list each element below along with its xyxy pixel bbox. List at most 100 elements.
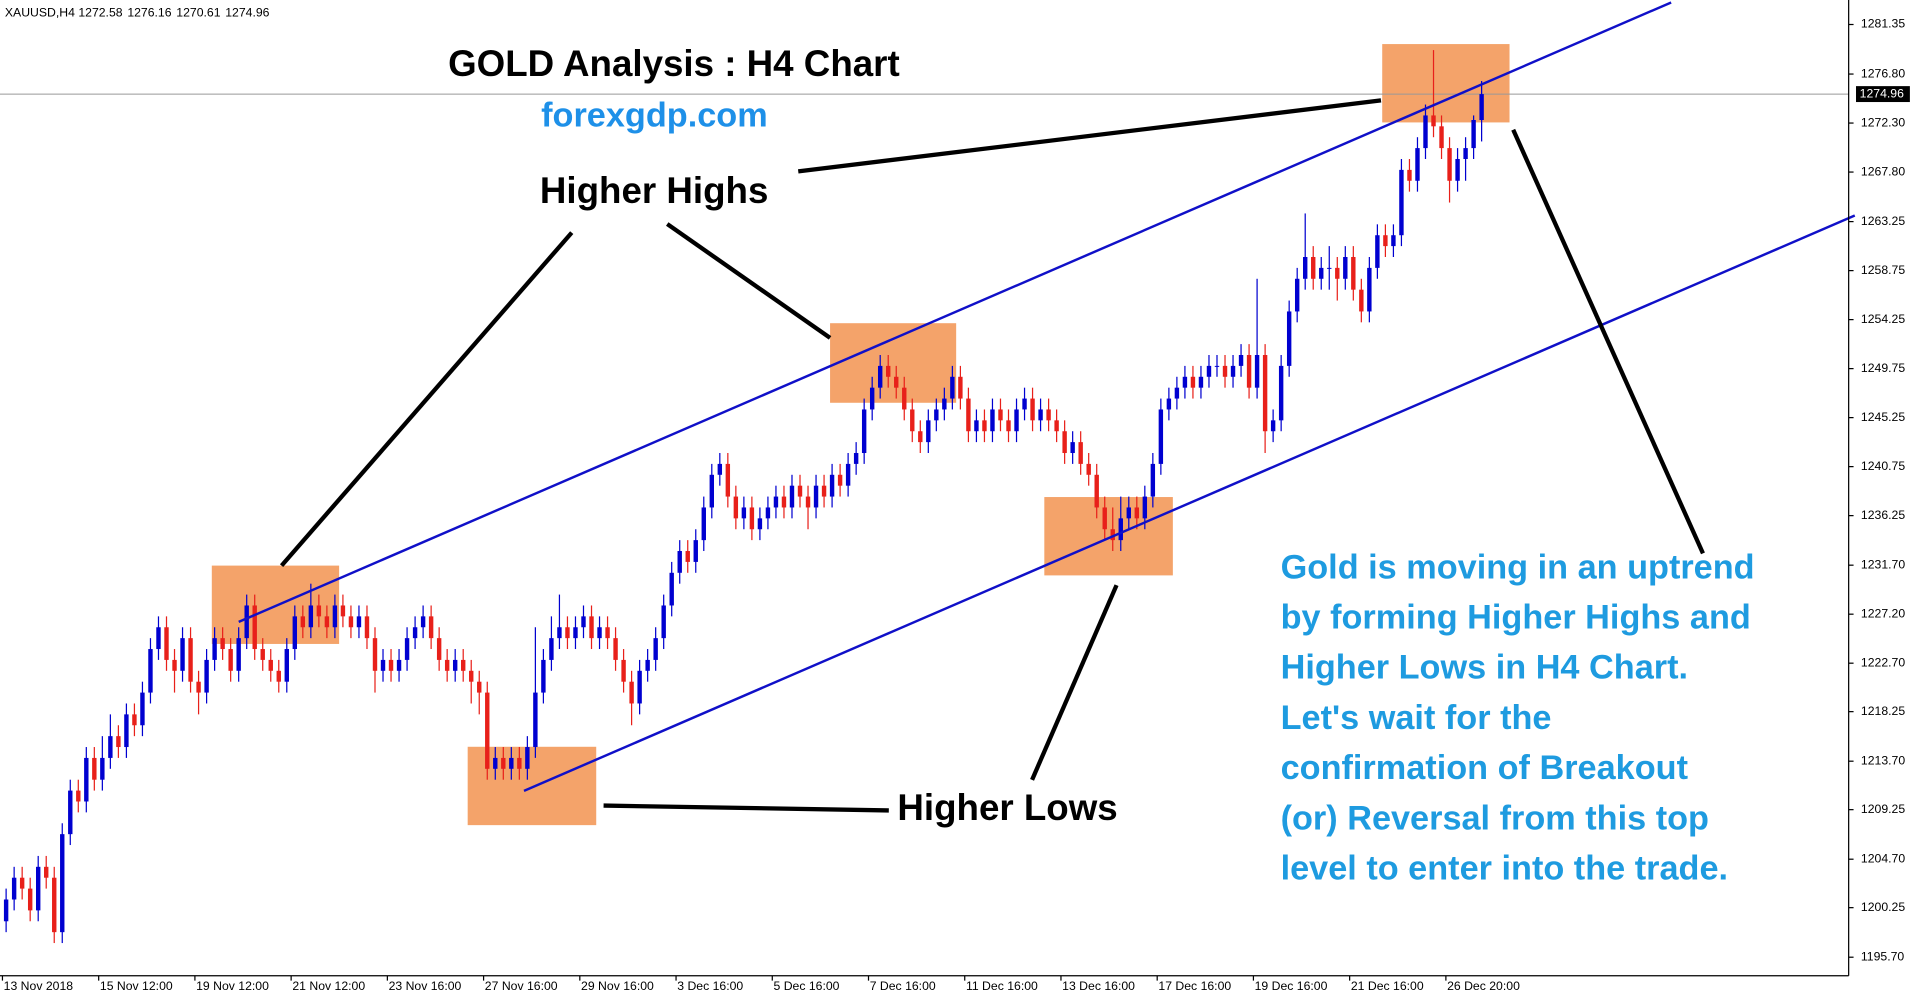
- candle-body: [781, 496, 787, 508]
- candle-body: [1294, 278, 1300, 312]
- candle-body: [1046, 409, 1051, 421]
- y-tick-label: 1200.25: [1861, 900, 1905, 914]
- candle-body: [1014, 409, 1019, 432]
- candle-body: [420, 616, 426, 628]
- annotation: Higher Highs: [540, 170, 769, 211]
- candle-body: [950, 376, 955, 399]
- candle-body: [372, 638, 378, 671]
- annotation: Higher Lows: [897, 787, 1117, 828]
- x-tick-label: 17 Dec 16:00: [1158, 979, 1231, 993]
- candle-body: [629, 681, 634, 704]
- candle-body: [869, 387, 875, 410]
- candle-body: [188, 638, 193, 682]
- candle-body: [637, 670, 642, 704]
- candle-body: [1431, 115, 1436, 127]
- candle-body: [236, 638, 241, 671]
- y-tick-label: 1245.25: [1861, 410, 1905, 424]
- candle-body: [1190, 376, 1196, 388]
- candle-body: [140, 692, 145, 726]
- candle-body: [477, 681, 482, 693]
- current-price-label: 1274.96: [1860, 86, 1904, 100]
- candle-body: [1375, 235, 1380, 268]
- subtitle: forexgdp.com: [541, 97, 768, 135]
- candle-body: [1086, 463, 1091, 475]
- candle-body: [292, 616, 298, 650]
- candle-body: [19, 877, 25, 889]
- candle-body: [1198, 376, 1204, 388]
- candle-body: [813, 485, 819, 508]
- candle-body: [316, 605, 322, 617]
- x-tick-label: 11 Dec 16:00: [966, 979, 1038, 993]
- candle-body: [212, 638, 217, 660]
- candle-body: [861, 409, 867, 454]
- candle-body: [902, 387, 907, 410]
- candle-body: [845, 463, 851, 486]
- candle-body: [340, 605, 346, 617]
- candle-body: [741, 507, 747, 519]
- y-tick-label: 1195.70: [1861, 949, 1905, 963]
- candle-body: [1246, 355, 1252, 388]
- candle-body: [549, 638, 554, 660]
- candle-body: [613, 638, 618, 660]
- candle-body: [485, 692, 490, 769]
- candle-body: [1206, 365, 1212, 377]
- candle-body: [765, 507, 771, 519]
- candle-body: [1022, 398, 1027, 410]
- candle-body: [1270, 420, 1276, 432]
- candle-body: [1094, 474, 1099, 508]
- note-line: (or) Reversal from this top: [1281, 799, 1709, 837]
- candle-body: [308, 605, 314, 628]
- x-tick-label: 19 Nov 12:00: [196, 979, 269, 993]
- candle-body: [444, 659, 450, 671]
- candle-body: [388, 659, 394, 671]
- y-tick-label: 1267.80: [1861, 164, 1905, 178]
- note-line: Gold is moving in an uptrend: [1281, 548, 1755, 586]
- candle-body: [1166, 398, 1172, 410]
- x-tick-label: 5 Dec 16:00: [774, 979, 840, 993]
- note-line: by forming Higher Highs and: [1281, 599, 1751, 637]
- note-line: Let's wait for the: [1281, 699, 1552, 737]
- x-tick-label: 21 Dec 16:00: [1351, 979, 1424, 993]
- y-tick-label: 1213.70: [1861, 753, 1905, 767]
- candle-body: [412, 627, 418, 639]
- candle-body: [1118, 518, 1123, 541]
- ohlc-high: 1276.16: [127, 6, 171, 20]
- pointer: [279, 231, 574, 568]
- candle-body: [11, 877, 17, 900]
- candle-body: [1359, 289, 1364, 312]
- y-tick-label: 1272.30: [1861, 115, 1905, 129]
- candle-body: [220, 638, 225, 650]
- candle-body: [35, 866, 41, 911]
- pointer: [666, 222, 832, 340]
- candle-body: [525, 747, 530, 769]
- note: Gold is moving in an uptrend by forming H…: [1281, 548, 1755, 887]
- candle-body: [436, 638, 442, 660]
- candle-body: [990, 409, 995, 432]
- pointer: [603, 803, 889, 813]
- candle-body: [1102, 507, 1107, 530]
- candle-body: [517, 757, 522, 769]
- candle-body: [44, 866, 49, 878]
- candle-body: [1038, 409, 1043, 421]
- candle-body: [797, 485, 803, 497]
- lower-channel: [523, 214, 1856, 792]
- x-tick-label: 19 Dec 16:00: [1255, 979, 1328, 993]
- candle-body: [84, 757, 89, 802]
- candle-body: [461, 659, 466, 671]
- candle-body: [998, 409, 1003, 421]
- candle-body: [156, 627, 161, 650]
- candle-body: [773, 496, 779, 508]
- candle-body: [252, 605, 257, 650]
- candle-body: [300, 616, 306, 628]
- x-tick-label: 26 Dec 20:00: [1447, 979, 1520, 993]
- candle-body: [1070, 442, 1075, 454]
- candle-body: [1110, 529, 1115, 541]
- candle-body: [356, 616, 362, 628]
- candle-body: [284, 649, 289, 682]
- candle-body: [196, 681, 201, 693]
- candle-body: [533, 692, 538, 748]
- candle-body: [789, 485, 795, 508]
- candle-body: [1415, 148, 1420, 181]
- y-tick-label: 1254.25: [1861, 312, 1905, 326]
- candle-body: [677, 551, 682, 573]
